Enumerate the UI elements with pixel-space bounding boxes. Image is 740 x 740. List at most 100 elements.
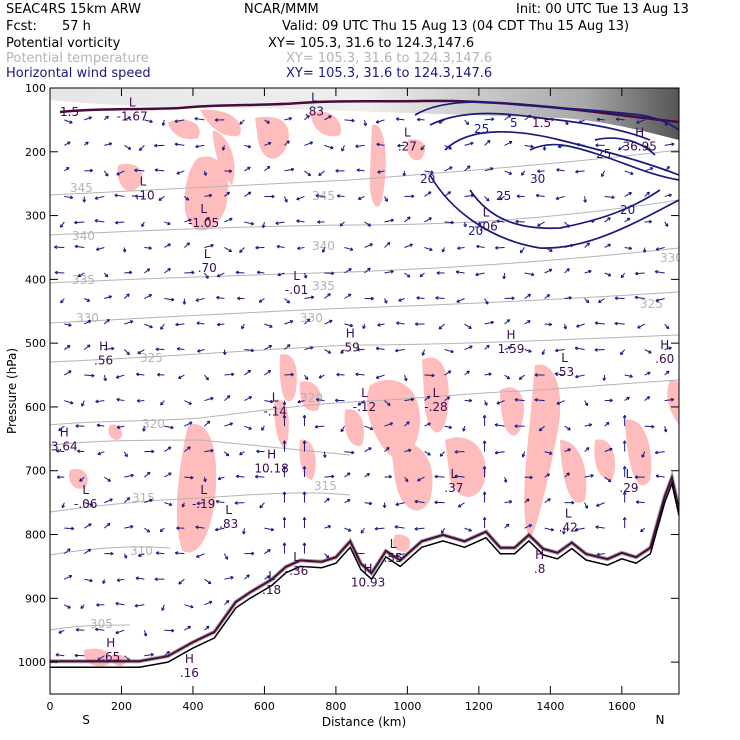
wind-vector-head [655,298,659,303]
pv-extremum-value: -1.67 [117,110,148,124]
wind-vector-head [159,528,164,533]
wind-vector-head [430,170,434,175]
wind-vector [604,272,612,277]
wind-vector-head [228,248,233,253]
wind-vector-head [105,115,109,120]
wind-vector-head [531,272,535,277]
wind-vector-head [302,466,307,470]
wind-vector [64,323,72,326]
wind-vector [444,144,452,150]
wind-vector [584,242,590,248]
wind-vector-head [435,296,439,300]
wind-vector [324,115,332,121]
wind-vector [414,527,425,530]
wind-vector [64,345,71,350]
wind-vector [124,474,134,478]
wind-vector-head [89,578,93,583]
wind-vector [524,320,531,325]
wind-vector-head [114,193,118,198]
wind-vector-head [282,491,287,495]
x-tick-label: 1600 [608,700,636,713]
wind-vector-head [229,217,233,222]
wind-vector-head [124,453,128,458]
pv-extremum-value: -.28 [424,400,447,414]
wind-vector-head [615,117,619,122]
wind-vector-head [566,224,570,228]
pv-extremum-type: L [293,269,300,283]
wind-vector [458,502,465,508]
wind-vector-head [157,372,161,377]
wind-vector-head [142,428,146,432]
wind-vector-head [228,169,233,173]
terrain-line [50,480,679,668]
wind-vector-head [282,415,287,419]
wind-vector-head [75,627,79,632]
wind-vector-head [664,122,668,127]
wind-vector [284,298,290,304]
wind-vector [394,526,405,529]
wind-vector [139,145,145,151]
wind-vector-head [286,299,291,304]
wind-vector-head [275,221,279,225]
wind-vector-head [318,375,323,379]
pv-extremum-type: H [660,338,669,352]
wind-vector-head [55,449,60,453]
wind-vector [324,293,331,299]
wind-vector-head [226,191,231,196]
wind-vector [504,170,512,175]
pv-region [560,440,587,503]
wind-vector [564,268,570,274]
wind-vector-head [607,243,611,248]
pv-extremum-value: -.10 [131,189,154,203]
wind-vector [284,117,292,121]
wind-vector [64,604,71,609]
pv-region [274,399,289,450]
wind-vector [624,170,634,175]
wind-vector-head [130,473,134,478]
wind-vector [123,349,130,355]
wind-vector [257,271,265,274]
wind-vector [395,349,405,352]
wind-vector [84,374,95,377]
wind-vector-head [289,320,294,324]
wind-vector-head [261,224,266,229]
theta-label: 335 [72,273,95,287]
wind-vector-head [296,219,300,223]
wind-vector [96,246,105,251]
pv-extremum-type: L [561,351,568,365]
wind-vector-head [256,449,260,454]
wind-vector-head [477,221,482,225]
wind-vector [455,271,465,274]
wind-vector-head [230,575,234,580]
wind-vector [664,398,674,402]
wind-vector-head [457,504,462,508]
wind-vector [596,118,605,121]
wind-vector [64,195,73,199]
wind-vector-head [74,220,78,225]
wind-vector-head [122,249,127,253]
wind-vector-head [126,351,130,356]
wind-vector-head [602,377,607,381]
wind-vector [484,118,495,121]
wind-vector-head [87,344,91,348]
wind-vector-head [74,653,78,658]
wind-vector-head [210,396,214,401]
wind-vector [114,194,125,197]
wind-vector-head [449,166,453,170]
wind-vector-head [527,293,532,298]
wind-vector [358,195,365,200]
forecast-hours: 57 h [62,19,91,34]
pv-region [393,534,411,552]
wind-vector [504,319,510,325]
wind-vector-head [355,372,359,377]
wind-vector [564,448,571,453]
wind-vector [244,369,251,376]
wind-vector-head [374,526,378,531]
wind-vector-head [67,548,71,552]
wind-vector [636,501,645,504]
theta-label: 330 [660,251,683,265]
wind-vector [464,142,474,146]
wind-vector [94,219,105,223]
wind-vector-head [267,369,272,374]
wind-vector [598,298,605,303]
